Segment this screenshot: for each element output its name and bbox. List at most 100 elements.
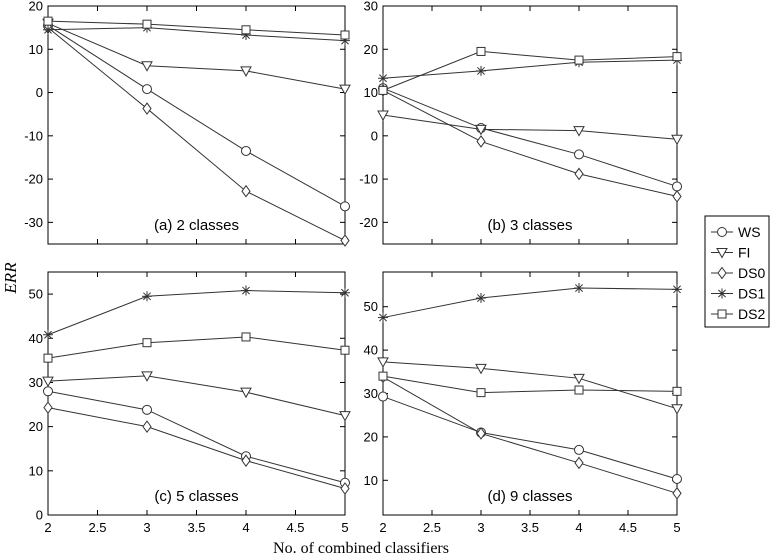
data-point-DS2 [574, 55, 584, 65]
data-point-FI [377, 357, 389, 368]
y-tick-label: 0 [371, 128, 378, 143]
series-DS0 [378, 370, 682, 500]
data-point-WS [672, 181, 682, 192]
data-point-DS2 [241, 332, 251, 342]
data-point-DS1 [476, 293, 486, 304]
data-point-DS2 [476, 46, 486, 56]
y-tick-label: 30 [364, 0, 378, 14]
x-tick-label: 3.5 [521, 520, 539, 535]
y-axis-label: ERR [1, 262, 20, 295]
series-line-FI [47, 22, 346, 90]
panel-1: 20 10 0 -10 -20 -30 (a) 2 classes [24, 0, 351, 247]
panel-label: (c) 5 classes [154, 488, 238, 505]
data-point-DS1 [476, 65, 486, 76]
data-point-FI [141, 61, 153, 72]
data-point-DS2 [672, 386, 682, 396]
data-point-WS [378, 391, 388, 402]
plot-frame [47, 5, 346, 245]
series-line-DS2 [47, 20, 346, 36]
y-tick-label: 10 [29, 42, 43, 57]
y-tick-label: 30 [364, 386, 378, 401]
y-tick-label: 10 [364, 473, 378, 488]
legend-marker-DS2 [717, 309, 727, 319]
data-point-DS0 [476, 427, 486, 440]
legend-label: FI [738, 245, 750, 261]
data-point-FI [339, 411, 351, 422]
data-point-DS0 [340, 234, 350, 247]
legend-item-WS: WS [711, 224, 761, 240]
series-FI [42, 371, 351, 422]
series-DS1 [43, 22, 350, 46]
data-point-DS2 [378, 371, 388, 381]
data-point-DS1 [378, 312, 388, 323]
legend-label: DS2 [738, 306, 765, 322]
data-point-FI [240, 387, 252, 399]
data-point-WS [241, 145, 251, 156]
y-tick-label: 50 [29, 287, 43, 302]
plot-frame [382, 5, 678, 245]
series-line-DS2 [382, 50, 678, 91]
legend-marker-DS1 [717, 288, 727, 299]
series-line-DS1 [47, 27, 346, 42]
data-point-FI [671, 134, 683, 146]
data-point-DS2 [476, 388, 486, 398]
series-DS2 [378, 46, 682, 95]
data-point-DS1 [142, 291, 152, 302]
data-point-DS0 [672, 486, 682, 500]
data-point-FI [671, 404, 683, 415]
series-WS [378, 391, 682, 484]
series-WS [378, 83, 682, 192]
series-line-FI [382, 361, 678, 410]
series-line-DS0 [382, 376, 678, 494]
x-axis-label: No. of combined classifiers [273, 540, 449, 557]
series-line-DS0 [382, 89, 678, 197]
series-line-FI [382, 114, 678, 140]
data-point-DS0 [574, 167, 584, 181]
legend-marker-DS0 [717, 266, 727, 280]
data-point-WS [574, 444, 584, 455]
x-tick-label: 3 [143, 520, 150, 535]
panel-label: (d) 9 classes [487, 488, 572, 505]
data-point-DS0 [241, 184, 251, 198]
data-point-FI [475, 124, 487, 136]
x-tick-label: 4 [575, 520, 582, 535]
data-point-DS1 [241, 285, 251, 296]
series-line-DS2 [382, 375, 678, 394]
data-point-DS2 [43, 16, 53, 26]
data-point-DS1 [43, 329, 53, 340]
x-tick-label: 4 [242, 520, 249, 535]
data-point-DS1 [378, 73, 388, 84]
series-WS [43, 20, 350, 212]
legend-marker-WS [717, 227, 727, 237]
data-point-DS0 [672, 190, 682, 203]
panel-label: (a) 2 classes [154, 217, 239, 234]
data-point-WS [574, 149, 584, 160]
y-tick-label: 30 [29, 375, 43, 390]
data-point-WS [340, 201, 350, 212]
x-tick-label: 4.5 [286, 520, 304, 535]
data-point-DS2 [43, 353, 53, 363]
y-tick-label: 20 [29, 0, 43, 14]
y-tick-label: 0 [36, 85, 43, 100]
data-point-FI [141, 371, 153, 382]
panel-label: (b) 3 classes [487, 217, 572, 234]
series-DS0 [378, 84, 682, 203]
data-point-DS1 [574, 283, 584, 294]
data-point-FI [339, 84, 351, 96]
data-point-WS [672, 473, 682, 484]
data-point-WS [142, 84, 152, 95]
legend-box [704, 215, 770, 328]
data-point-FI [573, 373, 585, 385]
data-point-DS2 [672, 52, 682, 62]
x-tick-label: 3.5 [187, 520, 205, 535]
data-point-DS0 [574, 456, 584, 470]
x-tick-label: 3 [477, 520, 484, 535]
series-FI [42, 18, 351, 96]
legend-item-FI: FI [711, 245, 750, 261]
series-DS2 [43, 332, 350, 363]
x-tick-label: 2.5 [423, 520, 441, 535]
series-line-FI [47, 375, 346, 417]
series-line-DS0 [47, 407, 346, 489]
series-line-WS [47, 25, 346, 207]
